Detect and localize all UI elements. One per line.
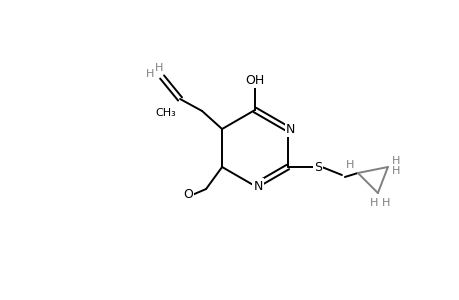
Text: H: H <box>391 166 399 176</box>
Text: H: H <box>345 161 353 171</box>
Text: H: H <box>345 160 353 170</box>
Text: H: H <box>155 63 163 73</box>
Text: H: H <box>146 69 154 79</box>
Text: H: H <box>369 198 377 208</box>
Text: H: H <box>381 198 389 208</box>
Text: OH: OH <box>245 74 264 86</box>
Text: N: N <box>253 179 262 193</box>
Text: CH₃: CH₃ <box>156 108 176 118</box>
Text: S: S <box>313 160 321 173</box>
Text: O: O <box>183 188 193 202</box>
Text: H: H <box>391 156 399 166</box>
Text: N: N <box>285 122 295 136</box>
